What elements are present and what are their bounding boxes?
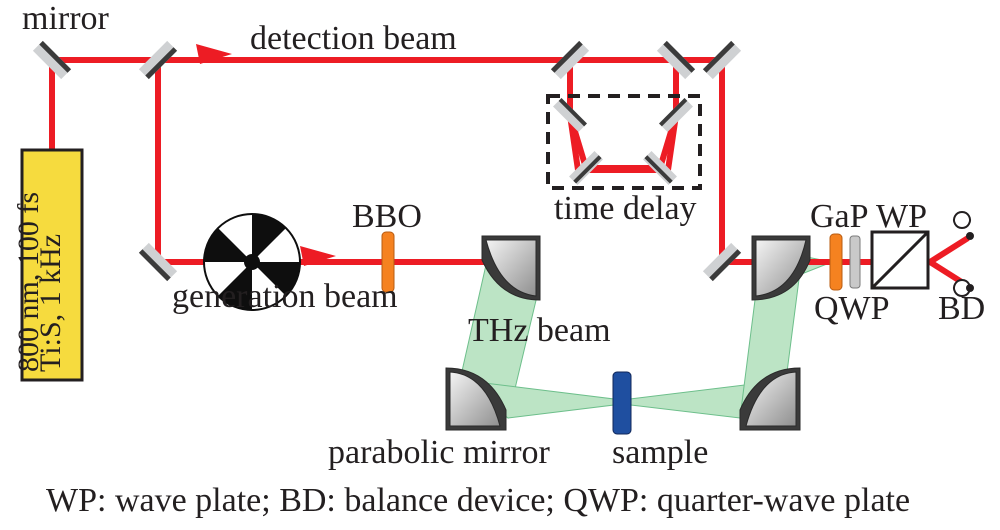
label-thz: THz beam xyxy=(468,312,611,350)
label-qwp: QWP xyxy=(814,290,890,328)
balance-detector xyxy=(954,212,973,296)
label-mirror: mirror xyxy=(22,0,109,38)
qwp xyxy=(850,236,860,288)
caption: WP: wave plate; BD: balance device; QWP:… xyxy=(46,482,910,520)
label-detection: detection beam xyxy=(250,20,457,58)
label-bd: BD xyxy=(938,290,985,328)
wp xyxy=(872,232,928,288)
label-generation: generation beam xyxy=(172,278,398,316)
label-sample: sample xyxy=(612,434,708,472)
gap-crystal xyxy=(830,234,842,290)
laser-text-2: 800 nm, 100 fs xyxy=(12,192,45,372)
label-time-delay: time delay xyxy=(554,190,697,228)
laser-source: Ti:S, 1 kHz 800 nm, 100 fs xyxy=(12,150,82,380)
sample xyxy=(613,372,631,434)
label-wp: WP xyxy=(876,198,927,236)
label-bbo: BBO xyxy=(352,198,422,236)
label-gap: GaP xyxy=(810,198,869,236)
label-parabolic: parabolic mirror xyxy=(328,434,550,472)
